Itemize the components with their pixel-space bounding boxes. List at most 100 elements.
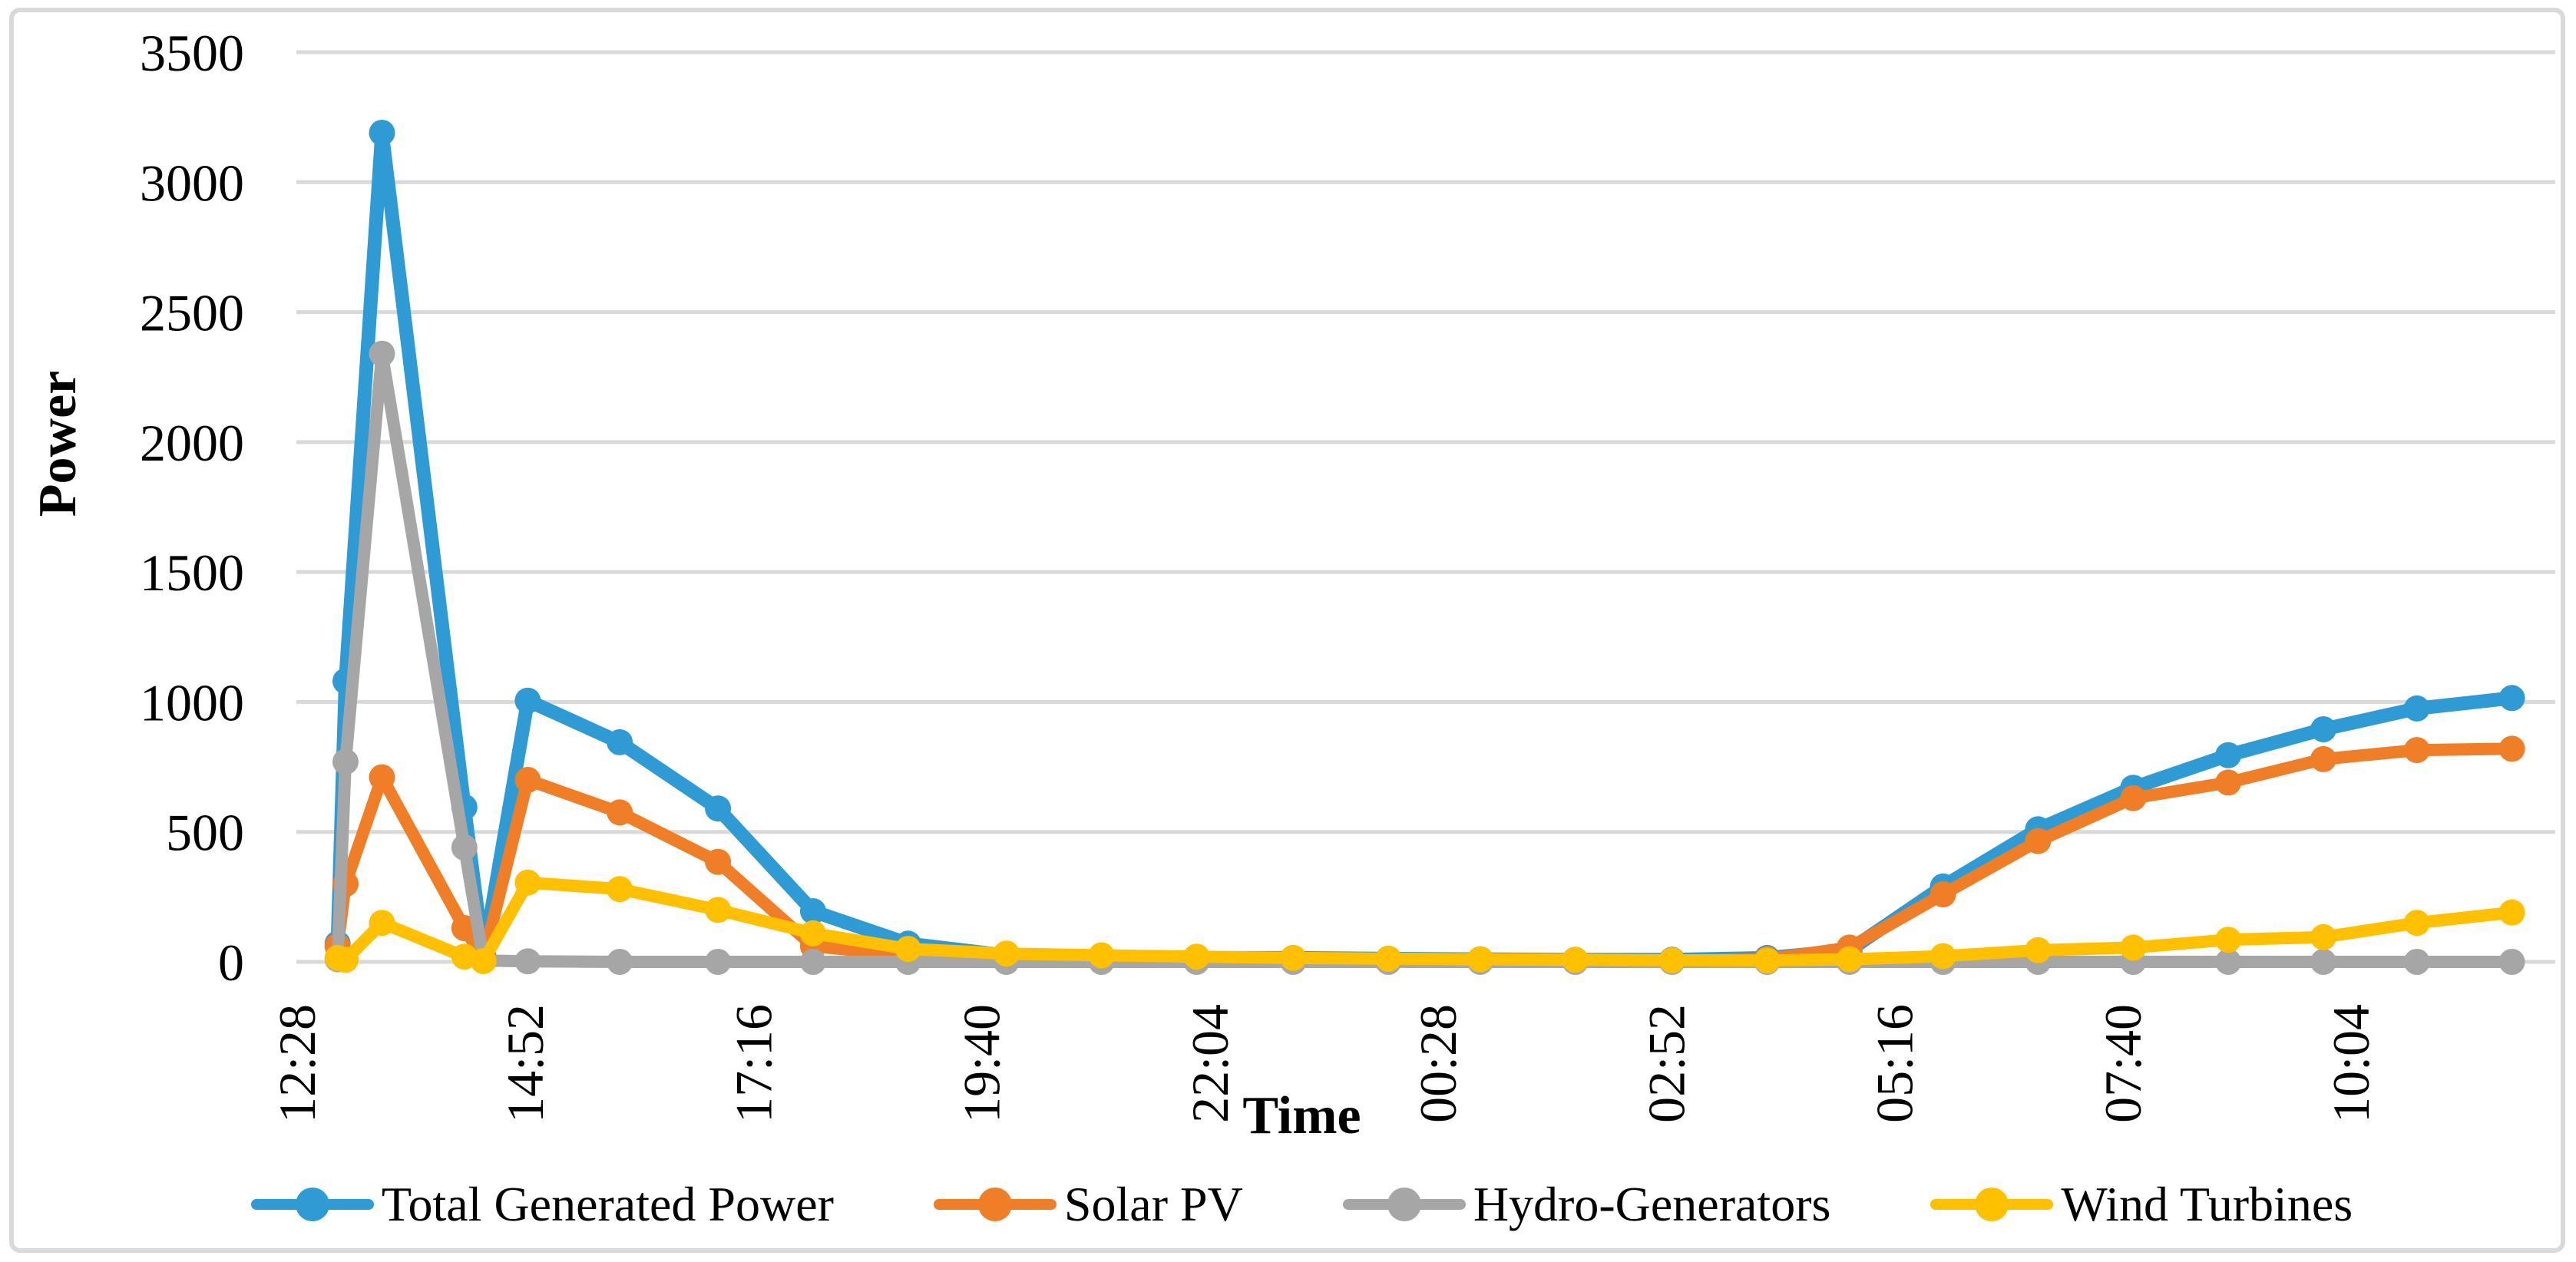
legend-label: Total Generated Power (381, 1177, 834, 1231)
data-point-wind-turbines (1754, 947, 1781, 974)
data-point-wind-turbines (894, 936, 921, 963)
data-point-solar-pv (607, 799, 633, 826)
data-point-total-generated-power (799, 898, 826, 924)
y-tick-label: 2500 (140, 284, 244, 342)
x-tick-label: 02:52 (1637, 1004, 1695, 1123)
data-point-hydro-generators (369, 340, 395, 367)
data-point-wind-turbines (705, 897, 732, 923)
y-tick-label: 2000 (140, 414, 244, 472)
data-point-total-generated-power (705, 795, 732, 822)
data-point-solar-pv (2498, 735, 2525, 762)
legend-swatch-icon (1930, 1186, 2054, 1223)
y-tick-label: 0 (218, 933, 244, 992)
data-point-hydro-generators (451, 834, 478, 861)
data-point-solar-pv (514, 767, 541, 793)
data-point-total-generated-power (2498, 685, 2525, 712)
data-point-hydro-generators (2310, 949, 2336, 975)
data-point-total-generated-power (514, 687, 541, 714)
data-point-solar-pv (2215, 769, 2242, 796)
y-tick-label: 3000 (140, 154, 244, 212)
legend-item-hydro-generators: Hydro-Generators (1342, 1176, 1831, 1233)
legend-label: Wind Turbines (2061, 1177, 2353, 1231)
data-point-wind-turbines (332, 946, 359, 973)
x-axis-tick-labels: 12:28 14:52 17:16 19:40 22:04 00:28 02:52 05:16… (268, 1004, 2380, 1123)
legend-swatch-icon (250, 1186, 374, 1223)
data-point-wind-turbines (799, 920, 826, 946)
data-point-wind-turbines (993, 940, 1020, 967)
x-tick-label: 14:52 (496, 1004, 554, 1123)
x-tick-label: 05:16 (1866, 1004, 1924, 1123)
data-point-wind-turbines (1280, 944, 1307, 971)
legend-item-solar-pv: Solar PV (933, 1176, 1243, 1233)
legend-marker-icon (1387, 1188, 1421, 1221)
legend-item-wind-turbines: Wind Turbines (1930, 1176, 2353, 1233)
legend: Total Generated Power Solar PV Hydro-Gener… (14, 1176, 2576, 1233)
y-tick-label: 500 (166, 804, 244, 862)
x-tick-label: 17:16 (724, 1004, 782, 1123)
y-tick-label: 1500 (140, 543, 244, 602)
data-point-solar-pv (2025, 828, 2052, 854)
x-tick-label: 10:04 (2322, 1004, 2380, 1123)
x-tick-label: 19:40 (953, 1004, 1011, 1123)
chart-figure: 0 500 1000 1500 2000 2500 3000 3500 12:28 14:52 1… (9, 8, 2565, 1253)
data-point-wind-turbines (2498, 899, 2525, 926)
data-point-wind-turbines (369, 910, 395, 937)
legend-item-total-generated-power: Total Generated Power (250, 1176, 834, 1233)
data-point-wind-turbines (1658, 947, 1685, 973)
data-point-wind-turbines (2215, 927, 2242, 953)
data-point-total-generated-power (2310, 716, 2336, 742)
data-point-solar-pv (2403, 737, 2430, 764)
data-point-total-generated-power (607, 728, 633, 755)
legend-marker-icon (295, 1188, 329, 1221)
data-point-wind-turbines (470, 948, 497, 974)
data-point-wind-turbines (2310, 923, 2336, 950)
data-point-wind-turbines (1467, 946, 1493, 973)
data-point-wind-turbines (1562, 946, 1589, 973)
data-point-hydro-generators (705, 949, 732, 975)
x-tick-label: 07:40 (2094, 1004, 2152, 1123)
data-point-solar-pv (705, 848, 732, 875)
series-line-hydro-generators (331, 347, 2518, 968)
legend-swatch-icon (933, 1186, 1057, 1223)
y-tick-label: 3500 (140, 24, 244, 82)
data-point-hydro-generators (2498, 949, 2525, 975)
data-point-solar-pv (2120, 785, 2147, 811)
data-point-wind-turbines (1088, 942, 1115, 969)
data-point-wind-turbines (2120, 934, 2147, 961)
data-point-hydro-generators (332, 748, 359, 775)
y-axis-title: Power (28, 370, 88, 517)
x-axis-title: Time (1242, 1086, 1361, 1145)
data-point-hydro-generators (514, 948, 541, 975)
legend-label: Hydro-Generators (1473, 1177, 1831, 1231)
data-point-wind-turbines (2403, 910, 2430, 937)
data-point-wind-turbines (1930, 943, 1956, 970)
legend-swatch-icon (1342, 1186, 1466, 1223)
data-point-hydro-generators (2215, 949, 2242, 975)
x-tick-label: 22:04 (1181, 1004, 1239, 1123)
data-point-total-generated-power (2403, 695, 2430, 722)
x-tick-label: 00:28 (1409, 1004, 1467, 1123)
y-axis-tick-labels: 0 500 1000 1500 2000 2500 3000 3500 (140, 24, 244, 992)
data-point-wind-turbines (1183, 943, 1210, 970)
gridlines (296, 50, 2555, 964)
data-point-hydro-generators (607, 949, 633, 975)
x-tick-label: 12:28 (268, 1004, 326, 1123)
legend-marker-icon (1975, 1188, 2009, 1221)
data-point-solar-pv (369, 764, 395, 791)
data-point-wind-turbines (1836, 946, 1863, 973)
data-point-wind-turbines (607, 876, 633, 903)
data-point-total-generated-power (369, 120, 395, 146)
legend-label: Solar PV (1063, 1177, 1243, 1231)
data-point-hydro-generators (799, 949, 826, 975)
y-tick-label: 1000 (140, 673, 244, 732)
series-line-solar-pv (331, 742, 2518, 967)
data-point-wind-turbines (1375, 945, 1402, 972)
series-layer (324, 120, 2525, 975)
data-point-solar-pv (2310, 745, 2336, 772)
data-point-wind-turbines (2025, 937, 2052, 963)
series-line-wind-turbines (331, 876, 2518, 967)
data-point-total-generated-power (2215, 742, 2242, 768)
data-point-hydro-generators (2403, 949, 2430, 975)
data-point-wind-turbines (514, 869, 541, 896)
